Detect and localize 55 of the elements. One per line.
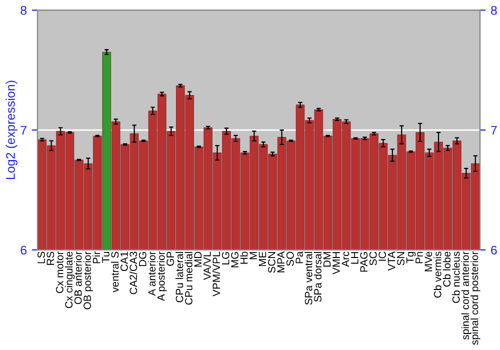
x-tick-label: LG: [222, 252, 230, 264]
x-tick-label: SCN: [268, 252, 276, 273]
x-tick-label: M: [250, 252, 257, 260]
y2-tick-label: 7: [491, 126, 497, 135]
x-tick-label: spinal cord posterior: [470, 251, 480, 345]
x-tick-label: A anterior: [148, 251, 156, 296]
x-tick-label: SPa dorsal: [314, 252, 322, 302]
x-tick-label: VTA: [388, 251, 396, 271]
x-tick-label: Tg: [406, 252, 416, 264]
y2-tick-label: 6: [491, 246, 497, 255]
x-tick-label: Cx cingulate: [64, 252, 75, 308]
x-tick-label: ME: [258, 252, 266, 266]
x-tick-label: CPu lateral: [176, 252, 184, 302]
x-tick-label: VMH: [332, 252, 340, 274]
x-tick-label: RS: [46, 252, 54, 265]
x-tick-label: CPu medial: [184, 252, 192, 305]
x-tick-label: A posterior: [157, 251, 167, 302]
x-tick-label: SN: [397, 252, 404, 266]
x-tick-label: CA1: [120, 252, 128, 272]
x-tick-label: DM: [323, 252, 331, 267]
x-tick-label: SO: [286, 252, 294, 266]
x-tick-label: Cb vermis: [434, 252, 442, 298]
x-tick-label: ventral S: [111, 252, 119, 292]
x-tick-label: Pir: [92, 251, 100, 264]
x-tick-label: OB anterior: [74, 251, 82, 304]
x-tick-label: MG: [231, 252, 238, 268]
x-tick-label: LS: [38, 252, 45, 264]
x-tick-label: spinal cord anterior: [461, 251, 472, 340]
x-tick-label: Tu: [102, 252, 110, 263]
x-tick-label: VPM/VPL: [212, 252, 220, 296]
x-tick-label: LH: [351, 252, 358, 264]
x-tick-label: MVe: [424, 252, 432, 272]
x-tick-label: CA2/CA3: [129, 252, 138, 294]
x-tick-label: IC: [378, 252, 386, 261]
y-tick-label: 6: [20, 246, 27, 255]
x-tick-label: MD: [194, 252, 202, 267]
x-tick-label: Cx motor: [56, 251, 64, 294]
x-tick-label: Pn: [416, 252, 423, 264]
x-tick-label: OB posterior: [83, 251, 94, 310]
x-tick-label: VA/VL: [203, 252, 211, 280]
y2-tick-label: 8: [490, 6, 497, 15]
x-tick-label: GP: [166, 252, 174, 266]
x-tick-label: Cb nucleus: [452, 252, 460, 303]
x-tick-label: Hb: [240, 252, 248, 264]
y-tick-label: 8: [20, 6, 27, 15]
x-tick-label: PAG: [360, 252, 368, 272]
x-tick-label: SPa ventral: [304, 252, 312, 305]
x-tick-label: DG: [138, 252, 146, 266]
y-tick-label: 7: [20, 126, 26, 135]
y-axis-title: Log2 (expression): [6, 80, 18, 180]
x-tick-label: Pa: [296, 251, 304, 264]
x-tick-label: SC: [369, 252, 377, 266]
x-tick-label: MPA: [277, 251, 284, 272]
x-tick-label: Arc: [342, 252, 350, 267]
x-tick-label: Cb lobe: [442, 252, 451, 287]
